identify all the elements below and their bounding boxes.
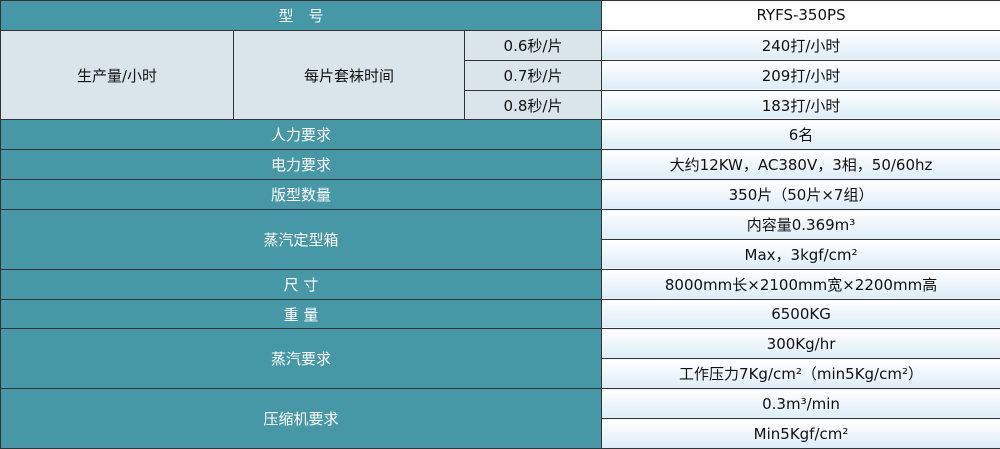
table-row: 版型数量 350片（50片×7组） bbox=[0, 179, 1000, 211]
steam-box-label: 蒸汽定型箱 bbox=[0, 209, 603, 270]
compressor-label: 压缩机要求 bbox=[0, 388, 603, 449]
table-row: 重 量 6500KG bbox=[0, 298, 1000, 330]
production-value: 183打/小时 bbox=[601, 89, 1000, 121]
power-value: 大约12KW，AC380V，3相，50/60hz bbox=[601, 149, 1000, 181]
table-row: 生产量/小时 每片套袜时间 0.6秒/片 240打/小时 bbox=[0, 29, 1000, 121]
table-row: 0.8秒/片 183打/小时 bbox=[1, 89, 1000, 121]
table-row: 0.7秒/片 209打/小时 bbox=[1, 59, 1000, 91]
production-sub-label: 每片套袜时间 bbox=[233, 29, 465, 121]
production-time: 0.6秒/片 bbox=[463, 29, 603, 61]
steam-value: 300Kg/hr bbox=[601, 328, 1000, 360]
labor-label: 人力要求 bbox=[0, 119, 603, 151]
compressor-value: 0.3m³/min bbox=[601, 388, 1000, 420]
size-label: 尺 寸 bbox=[0, 268, 603, 300]
power-label: 电力要求 bbox=[0, 149, 603, 181]
production-value: 240打/小时 bbox=[601, 29, 1000, 61]
model-label: 型 号 bbox=[0, 0, 603, 31]
steam-value: 工作压力7Kg/cm²（min5Kg/cm²） bbox=[601, 358, 1000, 390]
steam-box-value: 内容量0.369m³ bbox=[601, 209, 1000, 240]
plates-label: 版型数量 bbox=[0, 179, 603, 211]
production-label: 生产量/小时 bbox=[0, 29, 234, 121]
model-value: RYFS-350PS bbox=[601, 0, 1000, 31]
table-row: 电力要求 大约12KW，AC380V，3相，50/60hz bbox=[0, 149, 1000, 181]
table-row: 压缩机要求 0.3m³/min bbox=[0, 388, 1000, 449]
table-row: Min5Kgf/cm² bbox=[1, 418, 1000, 449]
table-row: 蒸汽定型箱 内容量0.369m³ bbox=[0, 209, 1000, 270]
plates-value: 350片（50片×7组） bbox=[601, 179, 1000, 211]
weight-value: 6500KG bbox=[601, 298, 1000, 330]
table-row: 蒸汽要求 300Kg/hr bbox=[0, 328, 1000, 390]
production-time: 0.8秒/片 bbox=[463, 89, 603, 121]
production-value: 209打/小时 bbox=[601, 59, 1000, 91]
weight-label: 重 量 bbox=[0, 298, 603, 330]
table-row: 人力要求 6名 bbox=[0, 119, 1000, 151]
table-row: 尺 寸 8000mm长×2100mm宽×2200mm高 bbox=[0, 268, 1000, 300]
steam-label: 蒸汽要求 bbox=[0, 328, 603, 390]
table-row: Max，3kgf/cm² bbox=[1, 238, 1000, 270]
compressor-value: Min5Kgf/cm² bbox=[601, 418, 1000, 449]
production-time: 0.7秒/片 bbox=[463, 59, 603, 91]
labor-value: 6名 bbox=[601, 119, 1000, 151]
table-row: 工作压力7Kg/cm²（min5Kg/cm²） bbox=[1, 358, 1000, 390]
size-value: 8000mm长×2100mm宽×2200mm高 bbox=[601, 268, 1000, 300]
steam-box-value: Max，3kgf/cm² bbox=[601, 238, 1000, 270]
table-row: 型 号 RYFS-350PS bbox=[0, 0, 1000, 31]
